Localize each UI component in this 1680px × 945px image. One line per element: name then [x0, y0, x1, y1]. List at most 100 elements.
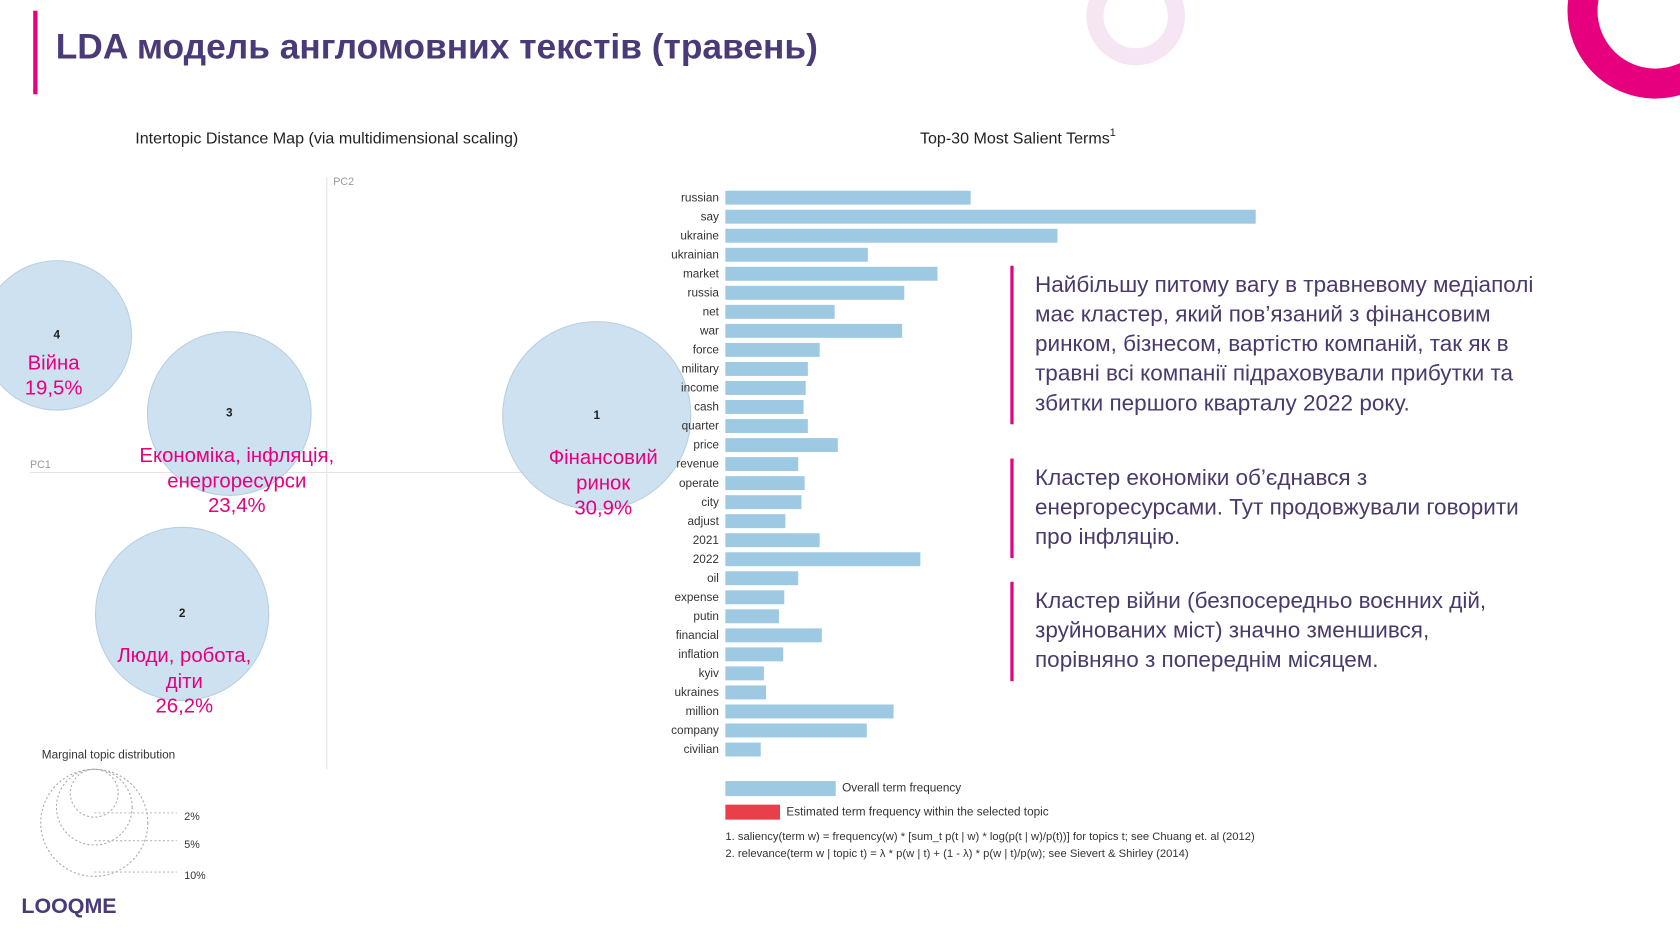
bar: [725, 552, 921, 567]
bar-label: ukraine: [680, 229, 719, 242]
topic-bubble: [502, 321, 692, 511]
bar-label: putin: [693, 610, 719, 623]
topic-name: Війна: [28, 353, 81, 375]
topic-bubble: [146, 331, 312, 496]
bar: [725, 704, 894, 719]
bar-label: 2021: [693, 534, 719, 547]
size-legend-label: 5%: [184, 839, 200, 851]
bar: [725, 533, 820, 548]
bar: [725, 723, 867, 738]
title-accent: [33, 10, 38, 95]
bar: [725, 457, 799, 472]
topic-number: 2: [179, 607, 186, 620]
decor-icon: [1086, 0, 1185, 66]
footnote: 1. saliency(term w) = frequency(w) * [su…: [725, 831, 1255, 843]
bar-label: revenue: [676, 458, 719, 471]
bar: [725, 190, 971, 205]
size-legend-circle: [40, 768, 149, 877]
bar: [725, 514, 786, 529]
title-note: 1: [1110, 127, 1116, 139]
note-accent: [1010, 581, 1014, 682]
note-accent: [1010, 265, 1014, 425]
note-line: про інфляцію.: [1035, 524, 1180, 549]
bar-label: million: [686, 705, 719, 718]
axis-label: PC2: [333, 176, 354, 188]
decor-arc: [1567, 0, 1680, 99]
topic-share: 30,9%: [574, 497, 632, 519]
bar: [725, 209, 1256, 224]
topic-name: енергоресурси: [167, 471, 306, 493]
bar: [725, 685, 767, 700]
bar: [725, 609, 779, 624]
bar: [725, 266, 938, 281]
note-accent: [1010, 458, 1014, 558]
bar-label: operate: [679, 477, 719, 490]
bar-label: market: [683, 267, 720, 280]
note-line: Кластер війни (безпосередньо воєнних дій…: [1035, 588, 1486, 613]
bar: [725, 419, 808, 433]
bar-label: civilian: [684, 743, 719, 756]
topic-bubble: [94, 526, 270, 702]
bar-label: income: [681, 382, 719, 395]
bar: [725, 285, 905, 300]
topic-bubble: [0, 260, 133, 411]
bar: [725, 228, 1058, 243]
legend-swatch: [725, 781, 836, 797]
bar-label: say: [701, 210, 719, 223]
bar: [725, 247, 868, 262]
bar: [725, 495, 802, 510]
chart-title: Top-30 Most Salient Terms1: [920, 127, 1116, 148]
note-line: Кластер економіки об’єднався з: [1035, 465, 1367, 490]
note-line: Найбільшу питому вагу в травневому медіа…: [1035, 272, 1533, 297]
bar-label: war: [699, 325, 719, 338]
topic-name: Фінансовий: [549, 447, 658, 469]
bar-label: quarter: [682, 420, 719, 433]
topic-name: Економіка, інфляція,: [139, 445, 334, 467]
bar: [725, 304, 835, 319]
legend-label: Overall term frequency: [842, 782, 961, 795]
bar: [725, 647, 784, 662]
bar-label: city: [701, 496, 719, 509]
bar-label: adjust: [688, 515, 720, 528]
note-line: збитки першого кварталу 2022 року.: [1035, 390, 1410, 415]
bar: [725, 590, 785, 605]
chart-title: Intertopic Distance Map (via multidimens…: [135, 130, 518, 148]
topic-name: Люди, робота,: [117, 645, 251, 667]
topic-number: 1: [594, 409, 601, 422]
legend-swatch: [725, 804, 780, 820]
bar: [725, 342, 820, 357]
bar: [725, 361, 808, 376]
bar: [725, 628, 822, 643]
bar: [725, 476, 805, 491]
bar-label: ukrainian: [671, 248, 719, 261]
bar: [725, 438, 838, 453]
bar-label: 2022: [693, 553, 719, 566]
bar-label: inflation: [678, 648, 719, 661]
bar-label: financial: [676, 629, 719, 642]
bar-label: kyiv: [699, 667, 719, 680]
footnote: 2. relevance(term w | topic t) = λ * p(w…: [725, 848, 1189, 860]
bar-label: oil: [707, 572, 719, 585]
topic-share: 26,2%: [155, 696, 213, 718]
bar-label: cash: [694, 401, 719, 414]
size-legend-circle: [55, 768, 133, 846]
size-legend-title: Marginal topic distribution: [42, 748, 175, 761]
logo: LOOQME: [21, 894, 116, 918]
note-line: травні всі компанії підраховували прибут…: [1035, 361, 1514, 386]
note-line: ринком, бізнесом, вартістю компаній, так…: [1035, 331, 1509, 356]
topic-share: 23,4%: [208, 495, 266, 517]
bar-label: company: [671, 724, 719, 737]
bar-label: price: [693, 439, 719, 452]
topic-name: діти: [166, 671, 203, 693]
bar-label: russia: [688, 286, 720, 299]
slide-title: LDA модель англомовних текстів (травень): [56, 28, 818, 67]
legend-label: Estimated term frequency within the sele…: [786, 805, 1048, 818]
note-line: порівняно з попереднім місяцем.: [1035, 647, 1379, 672]
topic-share: 19,5%: [25, 377, 83, 399]
note-line: енергоресурсами. Тут продовжували говори…: [1035, 494, 1519, 519]
bar: [725, 571, 799, 586]
bar: [725, 323, 903, 338]
bar: [725, 400, 804, 414]
bar: [725, 666, 764, 681]
